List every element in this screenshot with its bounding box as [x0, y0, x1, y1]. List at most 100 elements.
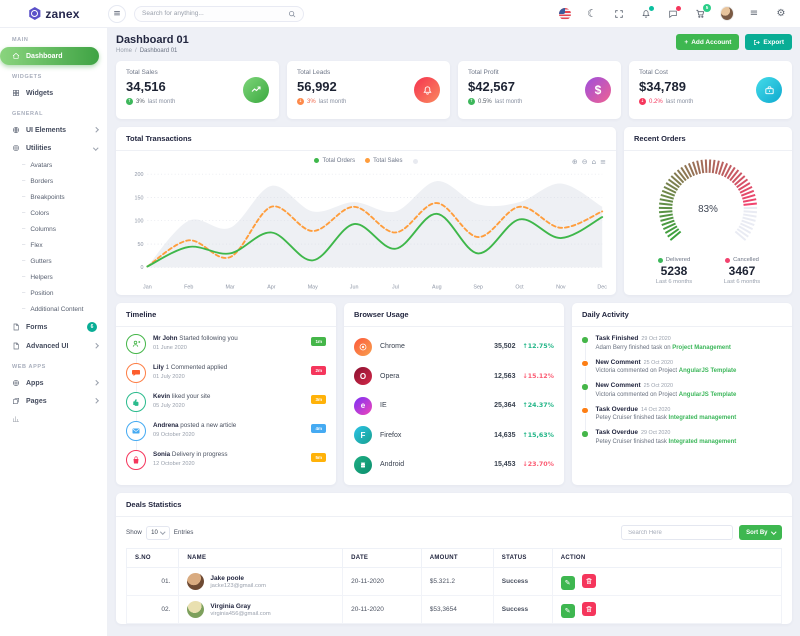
- cart-icon[interactable]: 5: [693, 3, 711, 21]
- user-avatar[interactable]: [720, 6, 734, 21]
- sort-by-button[interactable]: Sort By: [739, 525, 782, 541]
- add-account-button[interactable]: + Add Account: [676, 34, 740, 50]
- chrome-icon: [354, 337, 372, 356]
- time-badge: 2m: [311, 366, 326, 376]
- transactions-chart: 0 50 100 150 200 Jan Feb Mar Apr May Jun Jul Aug Sep O…: [135, 172, 608, 291]
- col-status[interactable]: STATUS: [492, 548, 553, 569]
- svg-text:Sep: Sep: [473, 285, 483, 291]
- sidebar-subitem-avatars[interactable]: Avatars: [0, 157, 107, 173]
- activity-link[interactable]: AngularJS Template: [678, 391, 737, 398]
- sidebar-subitem-breakpoints[interactable]: Breakpoints: [0, 189, 107, 205]
- col-sno[interactable]: S.NO: [125, 548, 180, 569]
- activity-link[interactable]: Project Management: [672, 344, 731, 351]
- settings-gear-icon[interactable]: ⚙: [776, 8, 786, 19]
- breadcrumb: Home / Dashboard 01: [116, 48, 178, 54]
- browser-row-chrome[interactable]: Chrome 35,502 ↑12.75%: [354, 332, 554, 362]
- entries-select[interactable]: 10: [145, 525, 170, 540]
- legend-dot-disabled[interactable]: [412, 158, 418, 164]
- sidebar-item-apps[interactable]: Apps: [0, 374, 107, 392]
- sidebar-item-forms[interactable]: Forms 6: [0, 317, 107, 337]
- sidebar-item-utilities[interactable]: Utilities: [0, 139, 107, 157]
- sidebar-subitem-flex[interactable]: Flex: [0, 237, 107, 253]
- sidebar-subitem-gutters[interactable]: Gutters: [0, 253, 107, 269]
- delete-button[interactable]: [581, 601, 596, 616]
- sidebar-subitem-colors[interactable]: Colors: [0, 205, 107, 221]
- svg-text:Jul: Jul: [392, 285, 399, 291]
- sidebar-item-ui-elements[interactable]: UI Elements: [0, 121, 107, 139]
- sidebar-subitem-position[interactable]: Position: [0, 285, 107, 301]
- sidebar-item-label: Advanced UI: [26, 342, 69, 350]
- sidebar-section-webapps: WEB APPS: [12, 364, 46, 370]
- delete-button[interactable]: [581, 573, 596, 588]
- list-menu-icon[interactable]: ≡: [749, 8, 759, 19]
- chart-menu-icon[interactable]: ≡: [600, 158, 606, 166]
- brand-logo[interactable]: zanex: [0, 7, 108, 21]
- status-badge: Success: [492, 595, 553, 625]
- dark-mode-icon[interactable]: ☾: [587, 7, 597, 20]
- timeline-item[interactable]: Mr John Started following you 01 June 202…: [126, 334, 326, 366]
- browser-row-firefox[interactable]: F Firefox 14,635 ↑15,63%: [354, 421, 554, 451]
- timeline-item[interactable]: Andrena posted a new article 09 October 2…: [126, 421, 326, 453]
- sidebar-item-pages[interactable]: Pages: [0, 392, 107, 410]
- bag-icon: [126, 450, 146, 471]
- daily-activity-card: Daily Activity Task Finished 29 Oct 2020 …: [572, 303, 792, 486]
- timeline-item[interactable]: Sonia Delivery in progress 12 October 202…: [126, 450, 326, 471]
- fullscreen-icon[interactable]: [612, 7, 626, 21]
- time-badge: 4m: [311, 424, 326, 434]
- sidebar-subitem-additional-content[interactable]: Additional Content: [0, 301, 107, 317]
- zoom-out-icon[interactable]: ⊖: [581, 158, 588, 166]
- zoom-in-icon[interactable]: ⊕: [571, 158, 578, 166]
- sidebar-subitem-columns[interactable]: Columns: [0, 221, 107, 237]
- export-icon: [753, 39, 761, 46]
- global-search[interactable]: [134, 5, 304, 22]
- search-icon[interactable]: [288, 10, 296, 18]
- legend-total-orders[interactable]: Total Orders: [314, 158, 355, 164]
- recent-orders-title: Recent Orders: [624, 127, 792, 151]
- col-amount[interactable]: AMOUNT: [420, 548, 494, 569]
- home-reset-icon[interactable]: ⌂: [591, 158, 597, 166]
- edit-button[interactable]: ✎: [560, 603, 575, 618]
- timeline-item[interactable]: Lily 1 Commented applied 01 July 2020 2m: [126, 363, 326, 395]
- ie-icon: e: [354, 396, 372, 415]
- bell-icon: [414, 77, 440, 103]
- activity-item[interactable]: New Comment 25 Oct 2020 Victoria commente…: [582, 382, 782, 406]
- cancelled-stat: Cancelled 3467 Last 6 months: [723, 257, 761, 285]
- col-name[interactable]: NAME: [178, 548, 344, 569]
- deals-search-input[interactable]: [621, 525, 734, 541]
- edit-button[interactable]: ✎: [560, 575, 575, 590]
- user-plus-icon: [126, 334, 146, 355]
- legend-total-sales[interactable]: Total Sales: [365, 158, 403, 164]
- sidebar-item-widgets[interactable]: Widgets: [0, 84, 107, 102]
- activity-item[interactable]: New Comment 25 Oct 2020 Victoria commente…: [582, 359, 782, 383]
- activity-dot: [582, 337, 588, 343]
- breadcrumb-home[interactable]: Home: [116, 48, 133, 54]
- stat-value: $42,567: [468, 79, 515, 94]
- sidebar-subitem-borders[interactable]: Borders: [0, 173, 107, 189]
- activity-item[interactable]: Task Overdue 14 Oct 2020 Petey Cruiser fi…: [582, 406, 782, 430]
- stat-card-total-sales: Total Sales 34,516 ↑ 3% last month: [116, 61, 279, 119]
- sidebar-item-advanced-ui[interactable]: Advanced UI: [0, 337, 107, 355]
- sidebar-toggle-button[interactable]: ≡: [108, 4, 126, 23]
- activity-link[interactable]: Integrated management: [668, 415, 737, 422]
- language-flag-icon[interactable]: [558, 7, 572, 21]
- col-action[interactable]: ACTION: [551, 548, 783, 569]
- activity-link[interactable]: AngularJS Template: [678, 368, 737, 375]
- messages-icon[interactable]: [666, 5, 681, 21]
- sidebar-subitem-helpers[interactable]: Helpers: [0, 269, 107, 285]
- activity-item[interactable]: Task Finished 29 Oct 2020 Adam Berry fini…: [582, 335, 782, 359]
- notifications-bell-icon[interactable]: [639, 5, 654, 21]
- browser-row-ie[interactable]: e IE 25,364 ↑24.37%: [354, 391, 554, 421]
- sidebar-item-dashboard[interactable]: Dashboard: [0, 47, 99, 65]
- browser-row-android[interactable]: Android 15,453 ↓23.70%: [354, 450, 554, 480]
- search-input[interactable]: [142, 10, 283, 17]
- col-date[interactable]: DATE: [342, 548, 422, 569]
- timeline-item[interactable]: Kevin liked your site 05 July 2020 3m: [126, 392, 326, 424]
- top-header: zanex ≡ ☾ 5 ≡ ⚙: [0, 0, 800, 28]
- activity-link[interactable]: Integrated management: [668, 438, 737, 445]
- entries-label: Entries: [173, 529, 194, 537]
- document-icon: [12, 323, 20, 331]
- browser-row-opera[interactable]: O Opera 12,563 ↓15.12%: [354, 362, 554, 392]
- activity-item[interactable]: Task Overdue 29 Oct 2020 Petey Cruiser fi…: [582, 429, 782, 445]
- sidebar-item-partial[interactable]: [0, 410, 107, 428]
- export-button[interactable]: Export: [745, 34, 792, 50]
